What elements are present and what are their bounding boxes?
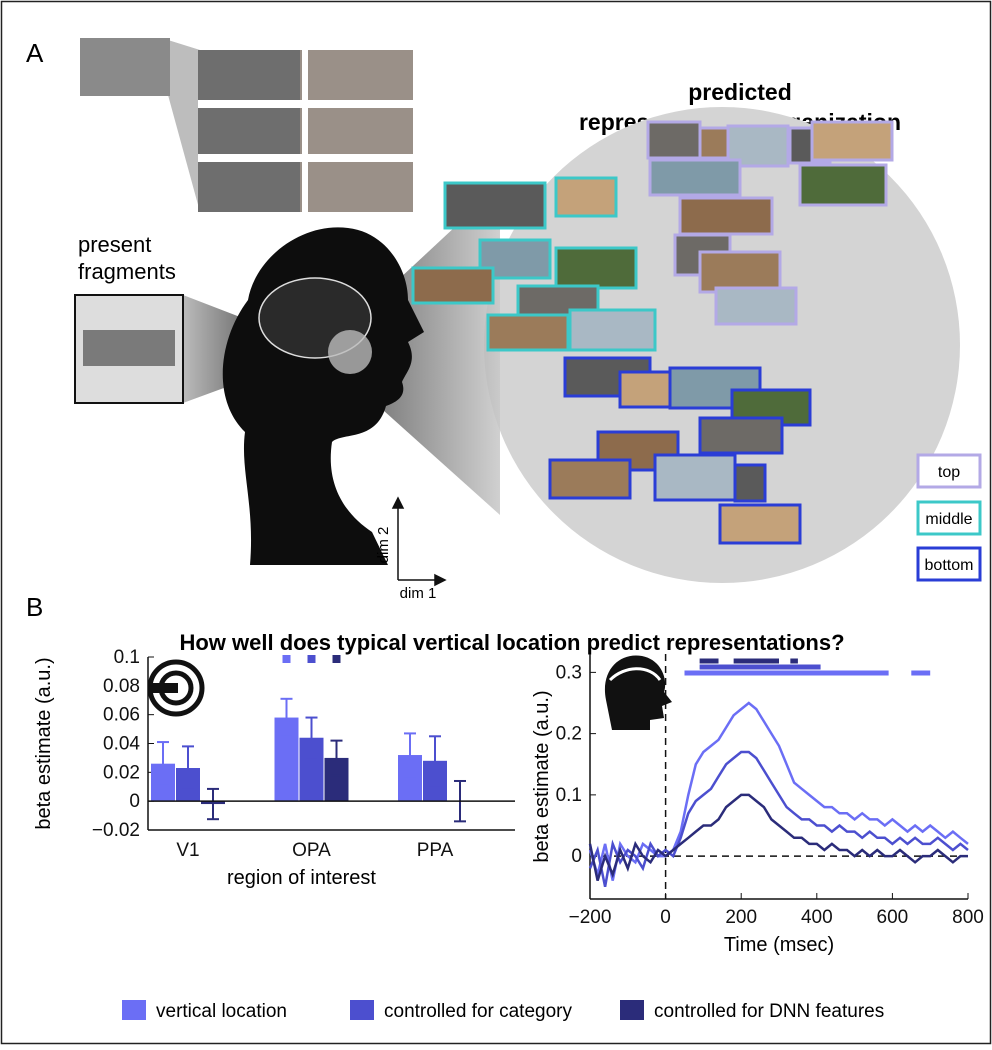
y-tick-label: 0 <box>571 846 582 867</box>
panel-label: B <box>26 592 43 622</box>
x-tick-label: 800 <box>952 907 984 928</box>
fragments-label: fragments <box>78 259 176 284</box>
fragment-photo <box>700 418 782 453</box>
panel-title: How well does typical vertical location … <box>179 630 844 655</box>
dim-label: dim 1 <box>400 585 437 602</box>
x-tick-label: 600 <box>877 907 909 928</box>
fragment-photo <box>413 268 493 303</box>
fragment-photo <box>570 310 655 350</box>
legend-label: controlled for category <box>384 1001 572 1022</box>
series-line <box>590 795 968 881</box>
y-tick-label: 0.08 <box>103 676 140 697</box>
y-tick-label: 0.04 <box>103 734 140 755</box>
figure: A predicted representational organizatio… <box>0 0 992 1045</box>
series-line <box>590 752 968 887</box>
x-tick-label: −200 <box>569 907 612 928</box>
fragment-photo <box>716 288 796 324</box>
fragment-photo <box>800 165 886 205</box>
x-tick-label: PPA <box>417 840 454 861</box>
fragment-photo <box>735 465 765 501</box>
fragment-photo <box>720 505 800 543</box>
zoom-cone <box>168 40 200 212</box>
fragments-label: present <box>78 232 151 257</box>
dim-label: dim 2 <box>375 527 392 564</box>
y-tick-label: −0.02 <box>92 820 140 841</box>
title-line: predicted <box>688 79 792 105</box>
fragment-photo <box>556 248 636 288</box>
x-tick-label: OPA <box>292 840 331 861</box>
legend-label: controlled for DNN features <box>654 1001 884 1022</box>
legend-swatch <box>350 1000 374 1020</box>
fragment-photo <box>680 198 772 234</box>
fragment-photo <box>655 455 735 500</box>
legend-swatch <box>122 1000 146 1020</box>
panel-label: A <box>26 38 44 68</box>
roi-icon <box>150 662 202 714</box>
y-tick-label: 0.1 <box>114 647 140 668</box>
significance-marker <box>283 655 291 663</box>
legend-label: middle <box>925 511 972 528</box>
fragment-photo <box>488 315 568 350</box>
x-tick-label: 200 <box>725 907 757 928</box>
significance-marker <box>308 655 316 663</box>
y-tick-label: 0.06 <box>103 705 140 726</box>
x-tick-label: V1 <box>176 840 199 861</box>
y-axis-label: beta estimate (a.u.) <box>33 657 55 829</box>
dim-axes <box>393 498 445 585</box>
fragment-photo <box>83 330 175 366</box>
x-tick-label: 400 <box>801 907 833 928</box>
brain-region <box>328 330 372 374</box>
eeg-icon <box>605 655 672 730</box>
legend-label: top <box>938 464 960 481</box>
y-tick-label: 0.02 <box>103 762 140 783</box>
x-tick-label: 0 <box>660 907 671 928</box>
y-tick-label: 0.3 <box>556 662 582 683</box>
fragmented-scene <box>198 50 413 212</box>
x-axis-label: region of interest <box>227 867 376 889</box>
legend-label: bottom <box>925 557 974 574</box>
scene-photo <box>80 38 170 96</box>
legend-label: vertical location <box>156 1001 287 1022</box>
fragment-photo <box>550 460 630 498</box>
fragment-photo <box>700 252 780 292</box>
y-tick-label: 0 <box>129 791 140 812</box>
fragment-photo <box>556 178 616 216</box>
page: A predicted representational organizatio… <box>0 0 992 1050</box>
y-axis-label: beta estimate (a.u.) <box>531 690 553 862</box>
fragment-photo <box>648 122 700 158</box>
fragment-photo <box>812 122 892 160</box>
fragment-photo <box>650 160 740 195</box>
legend-swatch <box>620 1000 644 1020</box>
x-axis-label: Time (msec) <box>724 934 834 956</box>
y-tick-label: 0.1 <box>556 785 582 806</box>
y-tick-label: 0.2 <box>556 724 582 745</box>
fragment-photo <box>445 183 545 228</box>
significance-marker <box>333 655 341 663</box>
